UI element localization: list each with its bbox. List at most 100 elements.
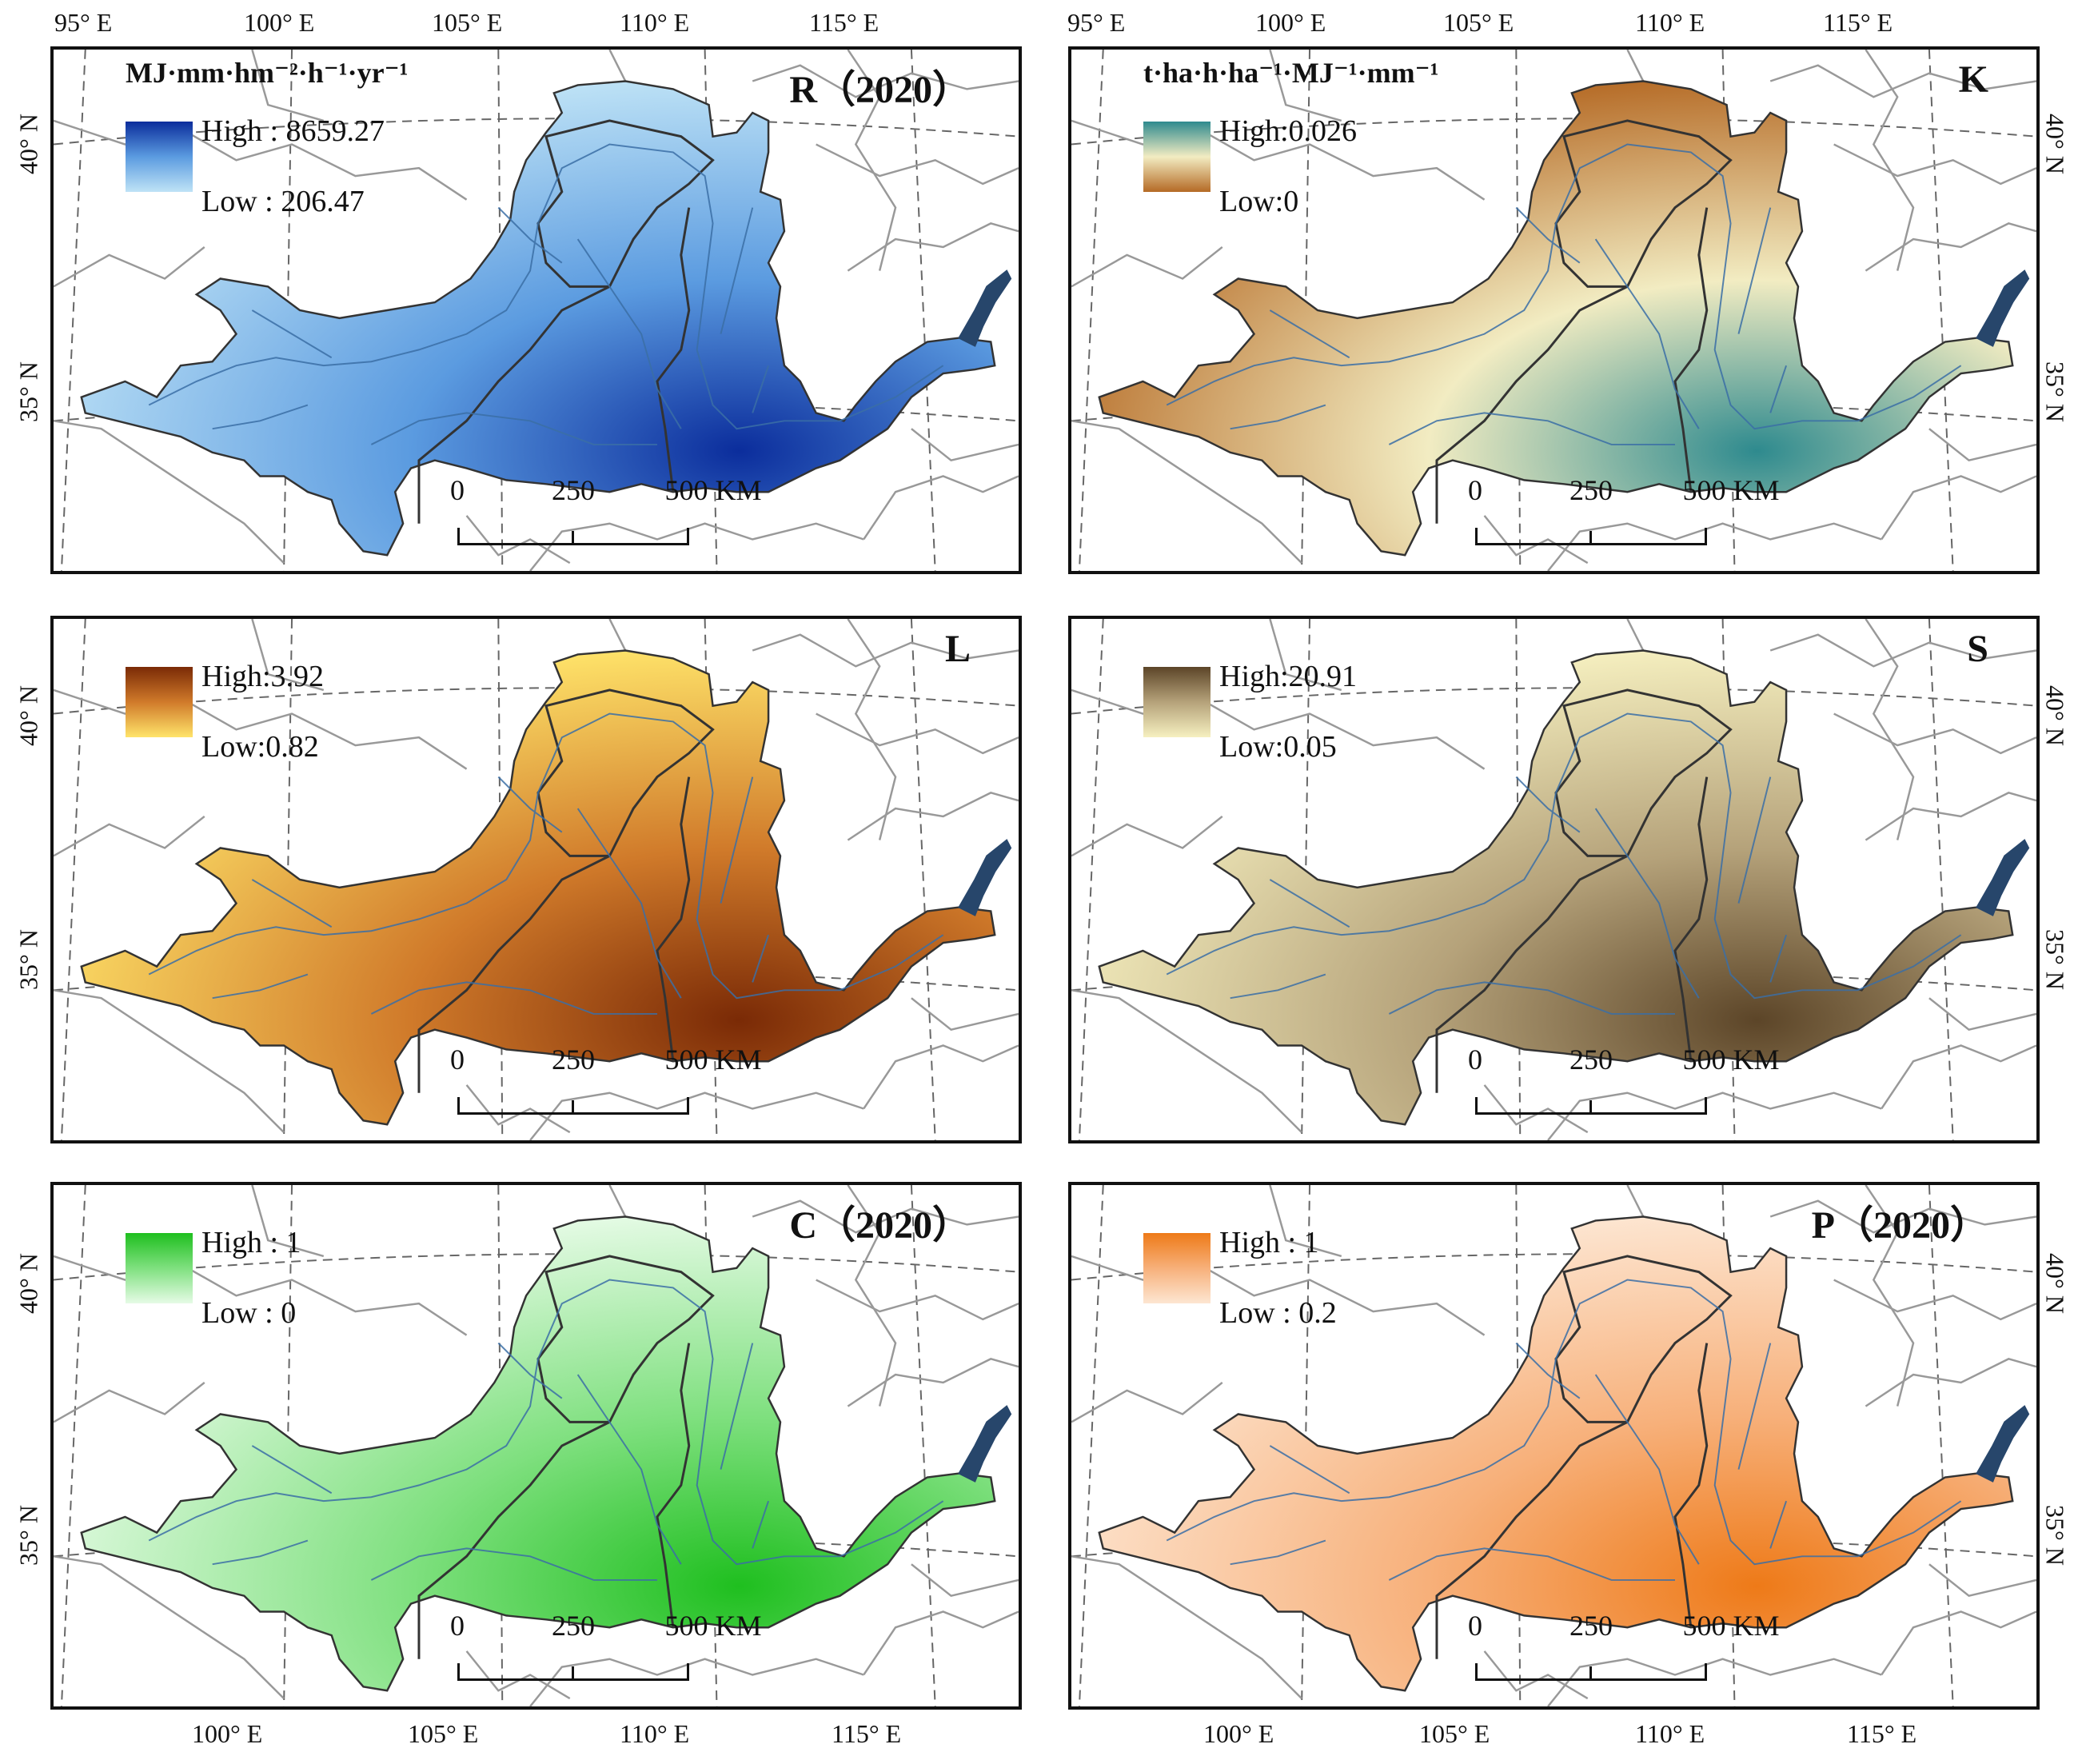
legend-color-ramp — [126, 122, 193, 192]
graticule-line — [1078, 619, 1104, 1140]
province-boundary — [1626, 1185, 1645, 1218]
province-boundary — [1071, 816, 1223, 857]
graticule-line — [1928, 1185, 1954, 1706]
scale-bar-label: 500 KM — [1682, 1044, 1780, 1076]
lon-label: 100° E — [192, 1719, 263, 1748]
province-boundary — [529, 1658, 864, 1706]
panel-title: L — [944, 628, 971, 670]
lat-label: 35° N — [2040, 929, 2070, 990]
province-boundary — [251, 619, 325, 692]
province-boundary — [1928, 997, 2036, 1032]
scale-bar-label: 250 — [1569, 1610, 1613, 1642]
province-boundary — [1865, 1358, 2036, 1407]
province-boundary — [1833, 712, 2036, 755]
scale-bar: 0 250 500 KM — [450, 473, 762, 553]
scale-bar-label: 250 — [552, 474, 595, 506]
scale-bar: 0 250 500 KM — [1468, 1609, 1780, 1689]
province-boundary — [1269, 50, 1342, 122]
river — [1230, 973, 1326, 1000]
legend-low-label: Low:0.82 — [201, 730, 319, 764]
province-boundary — [1769, 64, 2036, 98]
province-boundaries — [54, 619, 1019, 1140]
province-boundary — [608, 50, 627, 82]
river — [1269, 1445, 1350, 1495]
river — [1769, 365, 1788, 413]
river — [1594, 238, 1700, 429]
lon-label: 100° E — [1255, 8, 1326, 37]
river — [1737, 207, 1772, 334]
unit-label: t·ha·h·ha⁻¹·MJ⁻¹·mm⁻¹ — [1143, 57, 1439, 89]
river — [576, 1374, 682, 1565]
lon-label: 105° E — [408, 1719, 479, 1748]
legend-low-label: Low : 0 — [201, 1296, 297, 1330]
province-boundary — [1865, 1185, 1915, 1407]
lat-label: 40° N — [2040, 114, 2070, 174]
lon-label: 110° E — [620, 1719, 690, 1748]
basin-map-svg — [54, 1185, 1019, 1706]
scale-bar: 0 250 500 KM — [1468, 473, 1780, 553]
province-boundary — [847, 50, 897, 271]
province-boundary — [1547, 1092, 1882, 1140]
lon-label: 115° E — [832, 1719, 902, 1748]
lat-label: 35° N — [14, 1505, 43, 1566]
map-panel-r: R（2020） MJ·mm·hm⁻²·h⁻¹·yr⁻¹ High : 8659.27… — [50, 46, 1022, 574]
scale-bar-label: 250 — [1569, 1044, 1613, 1076]
graticule-line — [60, 619, 86, 1140]
legend-high-label: High:20.91 — [1219, 660, 1358, 693]
lon-label: 100° E — [1203, 1719, 1274, 1748]
scale-bar-tick — [572, 531, 574, 545]
estuary — [958, 839, 1012, 916]
yellow-river-basin — [80, 80, 996, 557]
graticule-line — [60, 1185, 86, 1706]
province-boundary — [847, 792, 1019, 841]
scale-bar-label: 0 — [450, 474, 465, 506]
sub-basin-boundary — [1673, 776, 1709, 1062]
province-boundaries — [54, 1185, 1019, 1706]
province-boundary — [752, 633, 1019, 668]
sub-basin-boundary — [656, 776, 691, 1062]
river — [1769, 934, 1788, 983]
river — [1737, 776, 1772, 904]
river — [720, 776, 754, 904]
river-network — [148, 1279, 944, 1581]
legend-low-label: Low : 206.47 — [201, 185, 365, 218]
province-boundary — [54, 420, 285, 564]
legend-high-label: High:0.026 — [1219, 114, 1358, 148]
province-boundary — [54, 246, 205, 288]
lon-label: 110° E — [620, 8, 690, 37]
map-panel-p: P（2020） High : 1 Low : 0.2 0 250 500 KM — [1068, 1182, 2040, 1710]
province-boundary — [1769, 633, 2036, 668]
province-boundary — [465, 515, 571, 565]
province-boundary — [1483, 1650, 1589, 1700]
scale-bar-label: 500 KM — [664, 1610, 762, 1642]
lat-label: 40° N — [14, 1253, 43, 1314]
river — [1230, 404, 1326, 430]
province-boundary — [863, 1044, 1019, 1110]
province-boundary — [1626, 619, 1645, 652]
province-boundary — [1833, 1279, 2036, 1321]
lon-label: 100° E — [244, 8, 315, 37]
river — [576, 808, 682, 999]
river — [497, 1342, 563, 1399]
river-network — [1166, 712, 1962, 1015]
river — [212, 404, 309, 430]
province-boundary — [251, 50, 325, 122]
graticule-line — [1928, 619, 1954, 1140]
river — [1388, 981, 1675, 1015]
province-boundary — [1865, 792, 2036, 841]
scale-bar-label: 250 — [552, 1610, 595, 1642]
graticule-line — [54, 1253, 1019, 1281]
scale-bar-label: 250 — [1569, 474, 1613, 506]
scale-bar-label: 500 KM — [664, 1044, 762, 1076]
scale-bar-label: 500 KM — [1682, 1610, 1780, 1642]
lon-label: 115° E — [809, 8, 879, 37]
province-boundary — [251, 1185, 325, 1258]
river — [251, 309, 333, 359]
scale-bar-tick — [1589, 1666, 1592, 1681]
province-boundaries — [1071, 1185, 2036, 1706]
river — [1594, 1374, 1700, 1565]
river — [720, 207, 754, 334]
lon-label: 105° E — [1443, 8, 1514, 37]
province-boundary — [608, 1185, 627, 1218]
river-network — [148, 712, 944, 1015]
